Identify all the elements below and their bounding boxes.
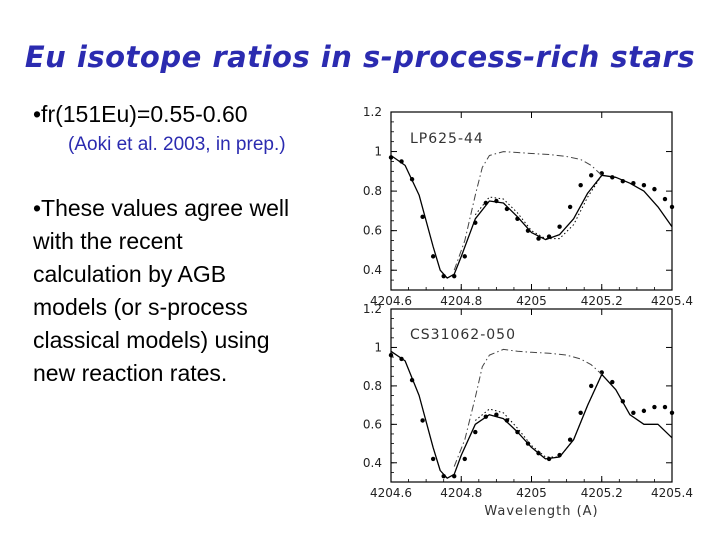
- observed-point: [589, 383, 594, 389]
- x-tick-label: 4205: [516, 486, 547, 500]
- observed-point: [557, 224, 562, 229]
- observed-point: [641, 408, 647, 414]
- observed-point: [631, 181, 636, 186]
- observed-point: [578, 410, 583, 415]
- observed-point: [504, 418, 510, 423]
- y-tick-label: 0.4: [363, 263, 382, 277]
- observed-point: [420, 418, 425, 423]
- observed-point: [515, 216, 520, 221]
- observed-point: [669, 410, 675, 415]
- observed-point: [610, 175, 615, 180]
- observed-point: [567, 204, 573, 210]
- observed-point: [409, 177, 415, 182]
- observed-point: [631, 410, 636, 415]
- observed-point: [662, 196, 668, 202]
- observed-point: [504, 206, 510, 212]
- synthetic-spectrum-dotted: [474, 175, 603, 240]
- observed-point: [652, 186, 657, 192]
- spectrum-panel-2: 0.4 0.6 0.8 1 1.2 4204.6 4204.8 4205 4205.2 4205.…: [363, 302, 693, 519]
- x-axis-label: Wavelength (A): [484, 504, 598, 519]
- observed-point: [483, 414, 489, 419]
- y-tick-label: 0.6: [363, 224, 382, 238]
- observed-point: [430, 456, 436, 462]
- observed-point: [515, 429, 520, 435]
- x-tick-label: 4204.6: [370, 294, 412, 308]
- bullet-isotope-fraction: •fr(151Eu)=0.55-0.60: [33, 101, 248, 127]
- y-tick-label: 0.8: [363, 184, 382, 198]
- x-tick-label: 4204.6: [370, 486, 412, 500]
- y-tick-label: 0.4: [363, 456, 382, 470]
- y-tick-label: 1: [374, 145, 382, 159]
- bullet-line: new reaction rates.: [33, 360, 228, 386]
- bullet-line: models (or s-process: [33, 294, 248, 320]
- bullet-line: calculation by AGB: [33, 261, 227, 287]
- observed-point: [420, 214, 425, 220]
- observed-point: [441, 474, 446, 479]
- observed-point: [452, 474, 457, 479]
- y-tick-label: 0.6: [363, 417, 382, 431]
- bullet-line: with the recent: [33, 228, 183, 254]
- observed-point: [409, 377, 415, 383]
- observed-point: [546, 234, 552, 239]
- observed-point: [620, 399, 626, 404]
- x-tick-label: 4205.4: [651, 486, 693, 500]
- star-label: LP625-44: [410, 131, 484, 147]
- observed-point: [546, 456, 552, 462]
- observed-point: [536, 450, 541, 456]
- observed-point: [641, 182, 647, 188]
- observed-point: [462, 456, 467, 462]
- bullet-line: •These values agree well: [33, 195, 290, 221]
- bullet-agreement: •These values agree well with the recent…: [33, 192, 353, 390]
- synthetic-spectrum-solid: [390, 154, 673, 279]
- observed-point: [494, 198, 499, 204]
- observed-point: [388, 155, 394, 160]
- observed-point: [525, 441, 531, 446]
- x-tick-label: 4205: [516, 294, 547, 308]
- y-tick-label: 0.8: [363, 379, 382, 393]
- observed-point: [525, 228, 531, 233]
- observed-point: [652, 404, 657, 410]
- observed-point: [441, 273, 446, 279]
- x-tick-label: 4205.4: [651, 294, 693, 308]
- synthetic-spectrum-dotted: [474, 374, 603, 458]
- spectrum-panel-1: 0.4 0.6 0.8 1 1.2 4204.6 4204.8 4205 4205.2 4205.…: [363, 105, 693, 308]
- observed-point: [610, 379, 615, 385]
- y-tick-label: 1: [374, 340, 382, 354]
- observed-point: [452, 273, 457, 279]
- slide-title: Eu isotope ratios in s-process-rich star…: [24, 40, 696, 74]
- observed-point: [430, 254, 436, 259]
- observed-point: [483, 200, 489, 206]
- observed-point: [473, 429, 478, 435]
- synthetic-spectrum-dashdot: [453, 348, 603, 467]
- observed-point: [399, 159, 404, 164]
- x-tick-label: 4204.8: [440, 486, 482, 500]
- observed-point: [536, 236, 541, 241]
- observed-point: [578, 182, 583, 188]
- observed-point: [494, 412, 499, 417]
- y-tick-label: 1.2: [363, 105, 382, 119]
- x-tick-label: 4204.8: [440, 294, 482, 308]
- observed-point: [399, 356, 404, 362]
- observed-point: [473, 220, 478, 225]
- observed-point: [620, 179, 626, 184]
- observed-point: [589, 173, 594, 178]
- observed-point: [462, 254, 467, 259]
- synthetic-spectrum-dashdot: [453, 151, 603, 271]
- bullet-line: classical models) using: [33, 327, 270, 353]
- observed-point: [669, 204, 675, 210]
- x-tick-label: 4205.2: [581, 486, 623, 500]
- observed-point: [662, 404, 668, 410]
- star-label: CS31062-050: [410, 327, 516, 343]
- x-tick-label: 4205.2: [581, 294, 623, 308]
- observed-point: [567, 437, 573, 442]
- bullet-reference: (Aoki et al. 2003, in prep.): [68, 134, 286, 155]
- y-tick-label: 1.2: [363, 302, 382, 316]
- observed-point: [388, 352, 394, 358]
